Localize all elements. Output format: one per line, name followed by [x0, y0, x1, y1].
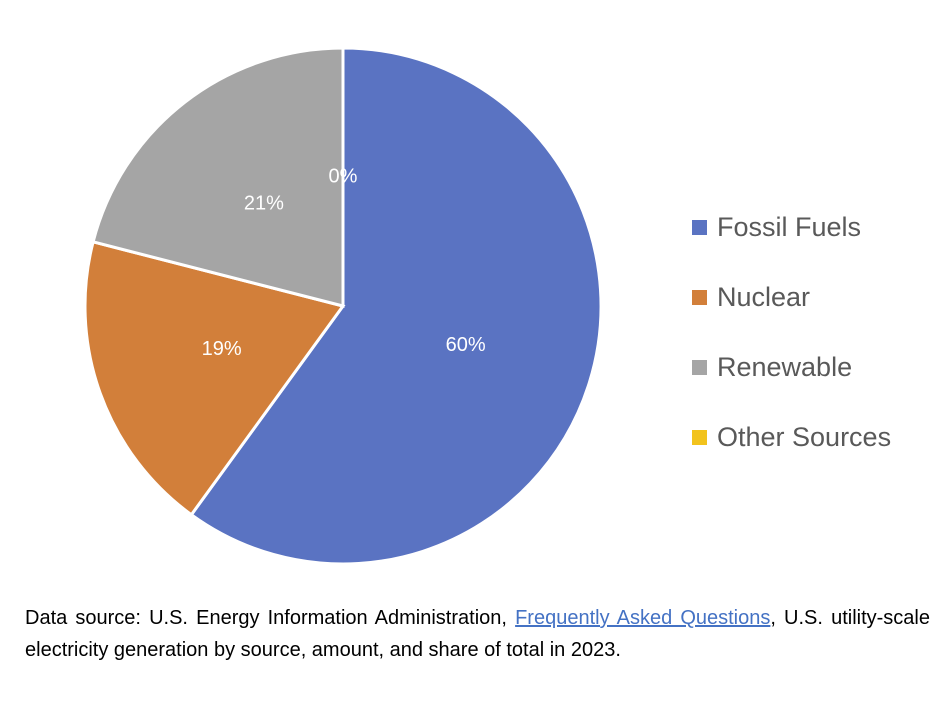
legend-swatch-nuclear	[692, 289, 707, 305]
source-suffix: , U.S. utility-scale electricity generat…	[25, 607, 930, 661]
pie-label-renewable: 21%	[244, 192, 284, 214]
faq-link[interactable]: Frequently Asked Questions	[515, 607, 771, 629]
legend-label-other-sources: Other Sources	[717, 421, 892, 452]
legend-item-other-sources: Other Sources	[692, 402, 891, 472]
data-source-note: Data source: U.S. Energy Information Adm…	[25, 602, 930, 666]
legend-label-nuclear: Nuclear	[717, 281, 811, 312]
legend-swatch-other-sources	[692, 429, 707, 445]
chart-legend: Fossil Fuels Nuclear Renewable Other Sou…	[692, 192, 891, 472]
legend-item-nuclear: Nuclear	[692, 262, 891, 332]
legend-item-renewable: Renewable	[692, 332, 891, 402]
pie-slice-fossil-fuels	[189, 46, 603, 566]
pie-label-other-sources: 0%	[329, 165, 358, 187]
source-prefix: Data source: U.S. Energy Information Adm…	[25, 607, 516, 629]
legend-swatch-renewable	[692, 359, 707, 375]
pie-slice-renewable	[91, 46, 345, 308]
pie-label-nuclear: 19%	[202, 338, 242, 360]
pie-label-fossil-fuels: 60%	[446, 334, 486, 356]
legend-item-fossil-fuels: Fossil Fuels	[692, 192, 891, 262]
legend-label-renewable: Renewable	[717, 351, 853, 382]
legend-label-fossil-fuels: Fossil Fuels	[717, 211, 862, 242]
pie-slice-nuclear	[83, 240, 346, 517]
legend-swatch-fossil-fuels	[692, 219, 707, 235]
pie-chart: 60% 19% 21% 0%	[83, 46, 603, 566]
